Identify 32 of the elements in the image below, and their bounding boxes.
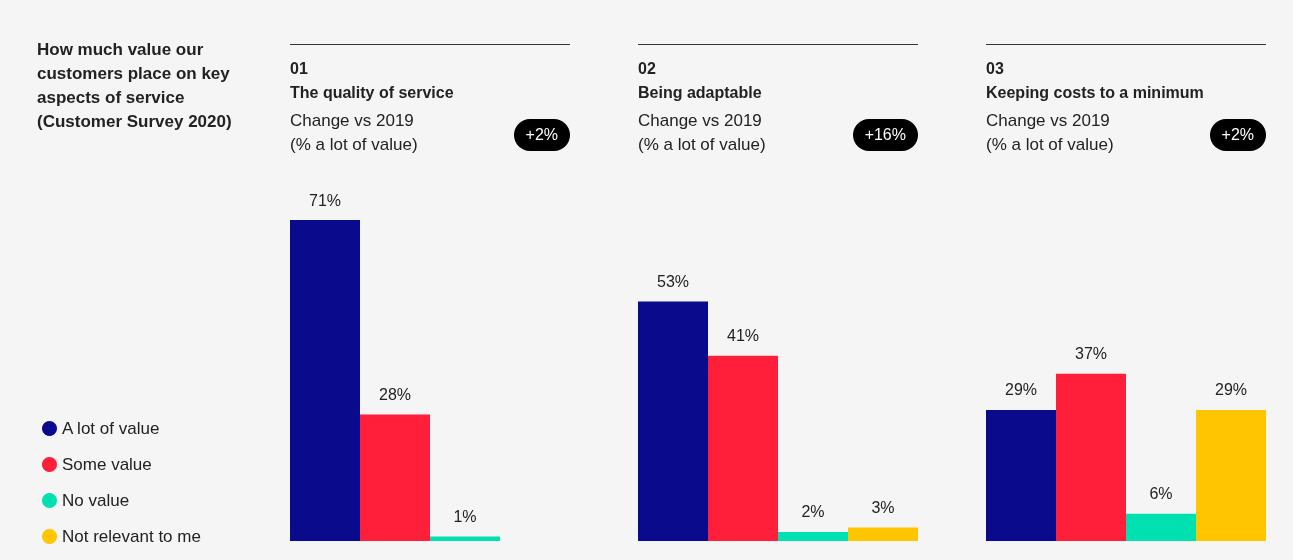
text: Change vs 2019 (% a lot of value) <box>638 110 767 156</box>
chart-title: 01 <box>290 59 309 79</box>
data-label: 53% <box>656 272 690 290</box>
text: Change vs 2019 (% a lot of value) <box>290 110 419 156</box>
data-label: 29% <box>1004 381 1038 399</box>
legend-label: Not relevant to me <box>62 527 201 546</box>
bar <box>848 527 918 541</box>
data-label: 2% <box>801 503 825 521</box>
legend-label: No value <box>62 491 130 510</box>
chart-title: 03 <box>986 59 1005 79</box>
data-label: 28% <box>378 385 412 403</box>
text: Change vs 2019 (% a lot of value) <box>986 110 1115 156</box>
bar <box>708 355 778 541</box>
data-label: 3% <box>871 498 895 516</box>
text: How much value our customers place on key aspects of service (Customer Survey 2020) <box>37 39 233 133</box>
chart-title: 02 <box>638 59 657 79</box>
data-label: 1% <box>453 507 477 525</box>
data-label: 41% <box>726 327 760 345</box>
data-label: 37% <box>1074 345 1108 363</box>
legend-label: Some value <box>62 455 152 474</box>
bar <box>778 531 848 541</box>
legend-label: A lot of value <box>62 419 160 438</box>
text: +2% <box>1209 119 1266 151</box>
bar <box>638 301 708 541</box>
text: +16% <box>852 119 918 151</box>
text: +2% <box>513 119 570 151</box>
data-label: 71% <box>308 191 342 209</box>
chart-subtitle: Keeping costs to a minimum <box>986 83 1205 103</box>
chart-subtitle: The quality of service <box>290 83 455 103</box>
chart-subtitle: Being adaptable <box>638 83 763 103</box>
data-label: 6% <box>1149 485 1173 503</box>
data-label: 29% <box>1214 381 1248 399</box>
